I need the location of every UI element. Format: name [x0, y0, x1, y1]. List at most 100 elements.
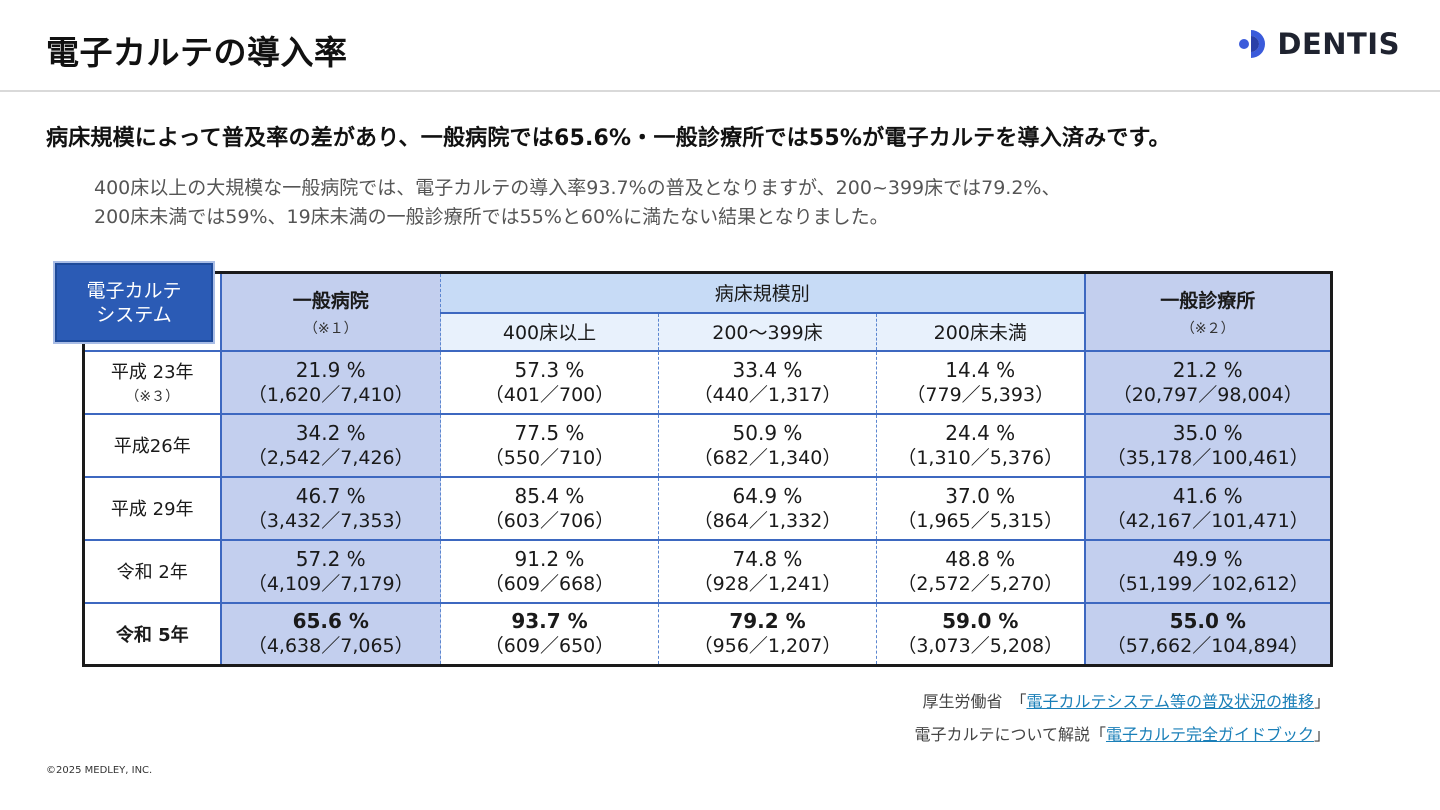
rate-value: 65.6 %	[292, 609, 369, 634]
rate-value: 50.9 %	[732, 420, 803, 445]
source-mhlw: 厚生労働省 「電子カルテシステム等の普及状況の推移」	[922, 688, 1330, 712]
scale-200-399-cell: 79.2 % （956／1,207）	[658, 601, 877, 666]
year-label: 令和 5年	[115, 624, 189, 646]
general-hospital-cell: 46.7 % （3,432／7,353）	[220, 475, 441, 540]
rate-value: 57.3 %	[514, 357, 585, 382]
count-value: （550／710）	[484, 446, 615, 469]
count-value: （4,109／7,179）	[247, 572, 414, 595]
general-clinic-cell: 55.0 % （57,662／104,894）	[1084, 601, 1332, 666]
count-value: （20,797／98,004）	[1112, 383, 1303, 406]
count-value: （779／5,393）	[906, 383, 1055, 406]
scale-under-200-cell: 37.0 % （1,965／5,315）	[876, 475, 1086, 540]
source-guidebook-link[interactable]: 電子カルテ完全ガイドブック	[1105, 725, 1314, 744]
table-row: 令和 2年 57.2 % （4,109／7,179） 91.2 % （609／668…	[83, 538, 1332, 603]
scale-under-200-header: 200床未満	[876, 312, 1086, 351]
general-hospital-cell: 34.2 % （2,542／7,426）	[220, 412, 441, 477]
general-clinic-cell: 35.0 % （35,178／100,461）	[1084, 412, 1332, 477]
rate-value: 14.4 %	[945, 357, 1016, 382]
general-clinic-cell: 49.9 % （51,199／102,612）	[1084, 538, 1332, 603]
rate-value: 21.2 %	[1172, 357, 1243, 382]
headline: 病床規模によって普及率の差があり、一般病院では65.6%・一般診療所では55%が…	[46, 126, 1171, 151]
rate-value: 85.4 %	[514, 483, 585, 508]
source-guidebook: 電子カルテについて解説「電子カルテ完全ガイドブック」	[914, 721, 1330, 745]
rate-value: 55.0 %	[1169, 609, 1246, 634]
scale-200-399-cell: 74.8 % （928／1,241）	[658, 538, 877, 603]
general-clinic-note: （※２）	[1180, 320, 1235, 337]
description: 400床以上の大規模な一般病院では、電子カルテの導入率93.7%の普及となります…	[94, 174, 1061, 232]
rate-value: 77.5 %	[514, 420, 585, 445]
count-value: （2,542／7,426）	[247, 446, 414, 469]
general-hospital-note: （※１）	[303, 320, 358, 337]
scale-200-399-cell: 64.9 % （864／1,332）	[658, 475, 877, 540]
count-value: （609／668）	[484, 572, 615, 595]
year-cell: 令和 2年	[83, 538, 222, 603]
scale-400-plus-cell: 91.2 % （609／668）	[440, 538, 659, 603]
description-line-1: 400床以上の大規模な一般病院では、電子カルテの導入率93.7%の普及となります…	[94, 177, 1061, 199]
description-line-2: 200床未満では59%、19床未満の一般診療所では55%と60%に満たない結果と…	[94, 206, 889, 228]
scale-200-399-cell: 50.9 % （682／1,340）	[658, 412, 877, 477]
system-badge: 電子カルテ システム	[55, 263, 213, 342]
rate-value: 57.2 %	[295, 546, 366, 571]
year-cell: 平成 23年 （※３）	[83, 349, 222, 414]
count-value: （928／1,241）	[693, 572, 842, 595]
table-row-latest: 令和 5年 65.6 % （4,638／7,065） 93.7 % （609／650…	[83, 601, 1332, 666]
count-value: （2,572／5,270）	[897, 572, 1064, 595]
rate-value: 24.4 %	[945, 420, 1016, 445]
count-value: （609／650）	[484, 635, 615, 658]
rate-value: 49.9 %	[1172, 546, 1243, 571]
copyright: ©2025 MEDLEY, INC.	[46, 765, 153, 776]
table-row: 平成 23年 （※３） 21.9 % （1,620／7,410） 57.3 % （4…	[83, 349, 1332, 414]
scale-400-plus-header: 400床以上	[440, 312, 659, 351]
header: 電子カルテの導入率 DENTIS	[0, 0, 1440, 92]
scale-200-399-header: 200～399床	[658, 312, 877, 351]
count-value: （864／1,332）	[693, 509, 842, 532]
count-value: （35,178／100,461）	[1106, 446, 1309, 469]
source-mhlw-link[interactable]: 電子カルテシステム等の普及状況の推移	[1026, 692, 1314, 711]
source-guidebook-prefix: 電子カルテについて解説「	[914, 725, 1106, 744]
general-hospital-header: 一般病院 （※１）	[220, 272, 441, 351]
count-value: （57,662／104,894）	[1106, 635, 1309, 658]
table-row: 平成26年 34.2 % （2,542／7,426） 77.5 % （550／710…	[83, 412, 1332, 477]
system-badge-line-2: システム	[96, 303, 172, 326]
count-value: （1,620／7,410）	[247, 383, 414, 406]
count-value: （440／1,317）	[693, 383, 842, 406]
year-note: （※３）	[125, 389, 180, 405]
rate-value: 46.7 %	[295, 483, 366, 508]
adoption-rate-table: 一般病院 （※１） 病床規模別 一般診療所 （※２） 400床以上 200～39…	[82, 271, 1333, 667]
scale-under-200-cell: 59.0 % （3,073／5,208）	[876, 601, 1086, 666]
rate-value: 37.0 %	[945, 483, 1016, 508]
year-label: 平成 29年	[110, 499, 194, 520]
year-label: 平成 23年	[110, 362, 194, 383]
year-cell: 平成 29年	[83, 475, 222, 540]
count-value: （42,167／101,471）	[1106, 509, 1309, 532]
year-label: 平成26年	[113, 436, 191, 457]
scale-400-plus-cell: 93.7 % （609／650）	[440, 601, 659, 666]
general-clinic-label: 一般診療所	[1160, 289, 1256, 312]
source-mhlw-prefix: 厚生労働省 「	[922, 692, 1027, 711]
count-value: （1,310／5,376）	[897, 446, 1064, 469]
dentis-logo-icon	[1239, 30, 1266, 58]
bed-scale-header: 病床規模別	[440, 272, 1086, 314]
rate-value: 34.2 %	[295, 420, 366, 445]
general-clinic-cell: 21.2 % （20,797／98,004）	[1084, 349, 1332, 414]
logo: DENTIS	[1237, 26, 1400, 62]
source-mhlw-suffix: 」	[1313, 692, 1330, 711]
rate-value: 33.4 %	[732, 357, 803, 382]
scale-400-plus-cell: 77.5 % （550／710）	[440, 412, 659, 477]
count-value: （401／700）	[484, 383, 615, 406]
system-badge-line-1: 電子カルテ	[86, 279, 182, 302]
count-value: （3,073／5,208）	[897, 635, 1064, 658]
count-value: （4,638／7,065）	[247, 635, 414, 658]
general-hospital-cell: 57.2 % （4,109／7,179）	[220, 538, 441, 603]
page-title: 電子カルテの導入率	[46, 33, 348, 72]
count-value: （956／1,207）	[693, 635, 842, 658]
general-clinic-header: 一般診療所 （※２）	[1084, 272, 1332, 351]
logo-text: DENTIS	[1277, 27, 1400, 61]
general-hospital-cell: 65.6 % （4,638／7,065）	[220, 601, 441, 666]
general-hospital-cell: 21.9 % （1,620／7,410）	[220, 349, 441, 414]
scale-under-200-cell: 14.4 % （779／5,393）	[876, 349, 1086, 414]
scale-400-plus-cell: 85.4 % （603／706）	[440, 475, 659, 540]
count-value: （603／706）	[484, 509, 615, 532]
rate-value: 74.8 %	[732, 546, 803, 571]
rate-value: 64.9 %	[732, 483, 803, 508]
